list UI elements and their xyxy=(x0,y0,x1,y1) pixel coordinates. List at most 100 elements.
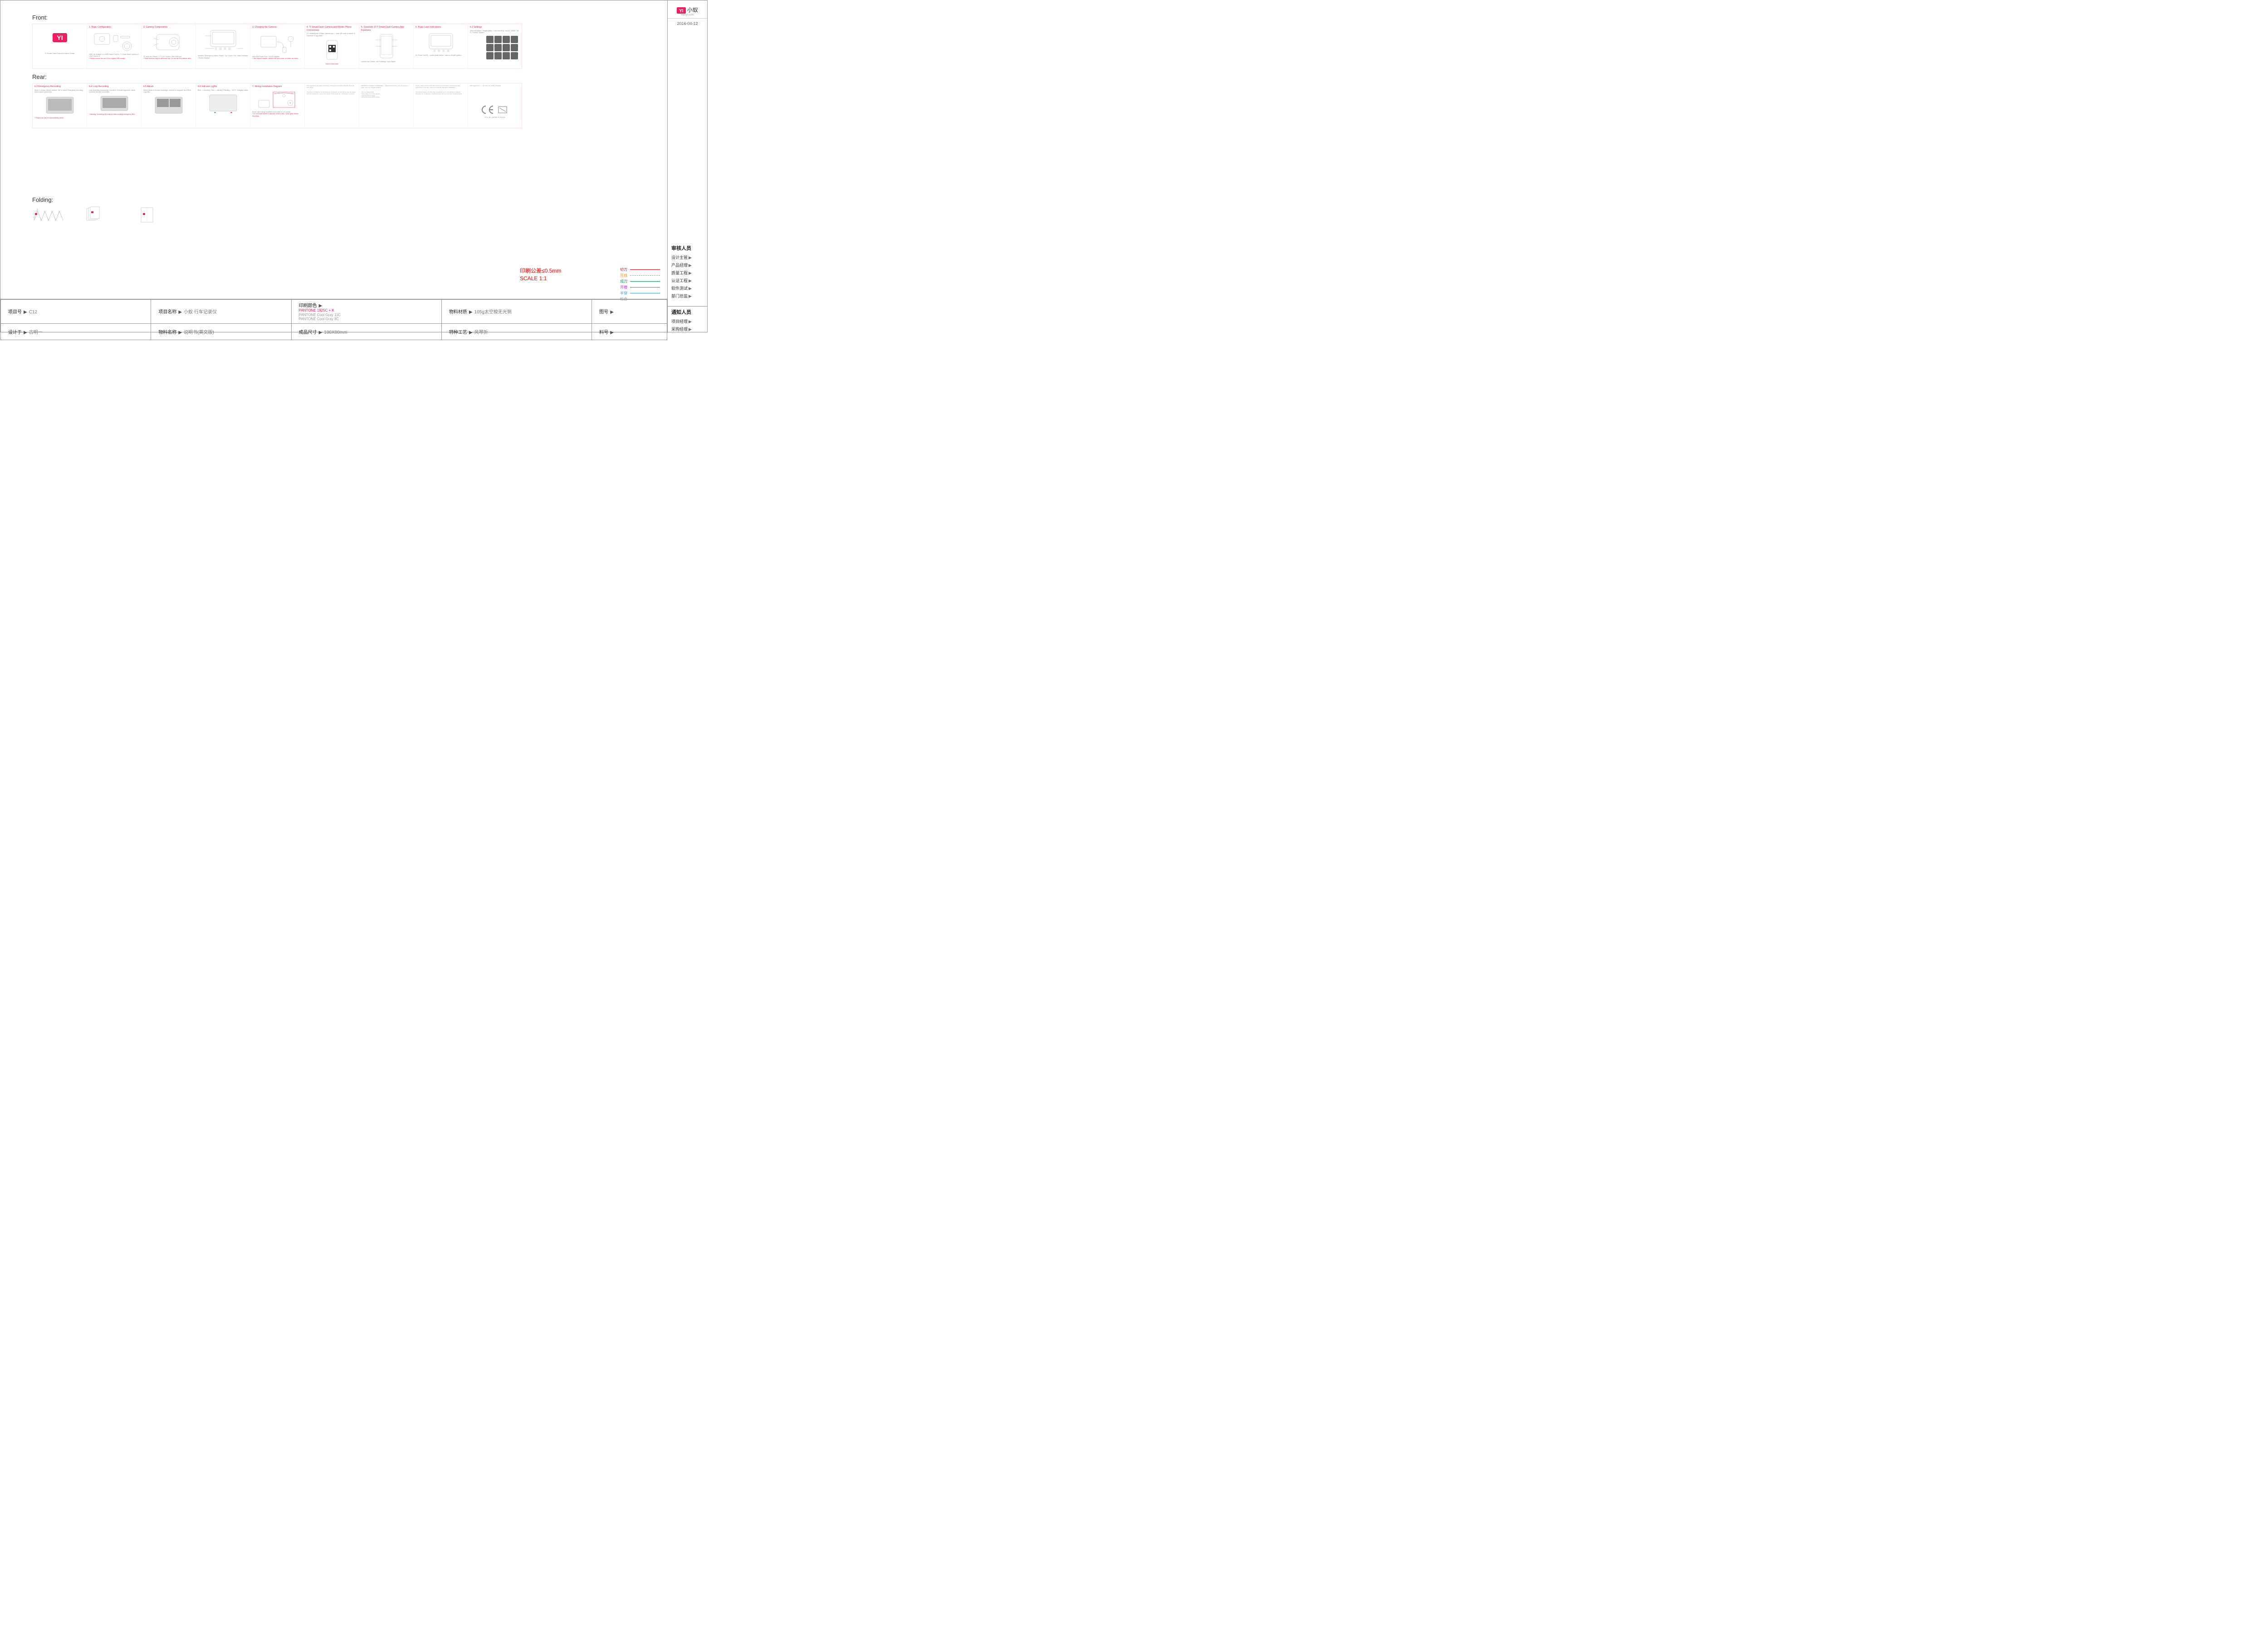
person-row: 采购经理▶ xyxy=(668,325,707,333)
legend-row: 压线 xyxy=(616,273,660,278)
person-name: 设计主管 xyxy=(671,255,688,260)
spec-cell-label: 物料材质 xyxy=(449,310,467,315)
spec-cell: 物料名称▶说明书(英文版) xyxy=(151,323,291,340)
front-panel-2: 2. Camera Components TF card slot / Rese… xyxy=(141,24,196,69)
rear-panel-2: 6.5 Album Select Album to browse recordi… xyxy=(141,83,196,128)
panel-title: 1. Basic Configuration xyxy=(89,26,139,29)
front-panel-1: 1. Basic Configuration USB Car Charger x… xyxy=(87,24,141,69)
front-panel-4: 3. Charging the Camera Mini-USB Power Po… xyxy=(250,24,304,69)
legend-row: 切刀 xyxy=(616,267,660,272)
person-row: 质量工程▶ xyxy=(668,269,707,277)
legend-line xyxy=(630,281,660,282)
arrow-icon: ▶ xyxy=(178,310,182,315)
legend-label: 成刀 xyxy=(616,279,627,284)
fold-stack-icon xyxy=(82,206,114,224)
tolerance-line1: 印刷公差≤0.5mm xyxy=(520,267,561,275)
front-panel-3: Speaker / Emergency button / Power / Up … xyxy=(196,24,250,69)
panel-body: FCC regulatory and safety statements. Th… xyxy=(307,85,357,89)
arrow-icon: ▶ xyxy=(319,330,323,335)
arrow-icon: ▶ xyxy=(689,286,692,291)
front-label: Front: xyxy=(32,14,667,21)
panel-title: 4. YI Smart Dash Camera and Mobile Phone… xyxy=(307,26,357,32)
spec-cell-label: 印刷颜色 xyxy=(299,303,317,308)
brand-logo: YI 小蚁 xiaoyi.com xyxy=(668,0,707,19)
spec-cell-label: 项目名称 xyxy=(158,310,176,315)
spec-cell-label: 特种工艺 xyxy=(449,330,467,335)
front-panel-8: 6.2 Settings Video resolution / Image qu… xyxy=(468,24,522,69)
rear-label: Rear: xyxy=(32,73,667,80)
tolerance-note: 印刷公差≤0.5mm SCALE 1:1 xyxy=(520,267,561,283)
spec-cell-label: 项目号 xyxy=(8,310,22,315)
spec-cell-label: 成品尺寸 xyxy=(299,330,317,335)
legend-row: 半穿 xyxy=(616,291,660,296)
panel-note: * Warning: formatting will erase all dat… xyxy=(89,113,139,116)
spec-cell-value: 古明一 xyxy=(29,330,43,335)
spec-cell: 特种工艺▶风琴折 xyxy=(441,323,591,340)
legend-label: 半穿 xyxy=(616,291,627,296)
panel-body: Hereby, Xiaoyi declares that this device… xyxy=(415,85,466,89)
arrow-icon: ▶ xyxy=(689,327,692,331)
panel-body: Select Album to browse recordings; conne… xyxy=(143,89,194,93)
panel-title: 2. Camera Components xyxy=(143,26,194,29)
panel-note: * Reset function only for abnormal use. … xyxy=(143,58,194,60)
arrow-icon: ▶ xyxy=(469,310,473,315)
spec-sheet: Front: YI YI Smart Dash Camera User's Gu… xyxy=(0,0,708,332)
legend-line xyxy=(630,269,660,270)
panel-body: Speaker / Emergency button / Power / Up … xyxy=(198,55,248,59)
person-name: 采购经理 xyxy=(671,327,688,331)
spec-table: 项目号▶C12项目名称▶小蚁 行车记录仪印刷颜色▶PANTONE 1925C +… xyxy=(0,299,667,332)
panel-body: WiFi Regulations — CE / FCC ID: 2AFIB-YC… xyxy=(470,85,520,87)
tolerance-line2: SCALE 1:1 xyxy=(520,275,561,283)
arrow-icon: ▶ xyxy=(24,310,27,315)
rear-panel-0: 6.3 Emergency Recording When G-sensor de… xyxy=(32,83,87,128)
person-name: 认证工程 xyxy=(671,278,688,283)
spec-cell: 料号▶ xyxy=(592,323,667,340)
panel-title: 6.2 Settings xyxy=(470,26,520,29)
legend-label: 开槽 xyxy=(616,285,627,290)
reviewers-title: 审核人员 xyxy=(668,243,707,253)
svg-text:YI: YI xyxy=(679,9,684,14)
arrow-icon: ▶ xyxy=(689,255,692,260)
spec-cell-value: 小蚁 行车记录仪 xyxy=(184,310,217,315)
cover-subtitle: YI Smart Dash Camera User's Guide xyxy=(34,52,85,54)
legend-row: 成刀 xyxy=(616,279,660,284)
reviewers-block: 审核人员 设计主管▶产品经理▶质量工程▶认证工程▶软件测试▶部门总监▶ xyxy=(668,243,707,300)
notify-block: 通知人员 项目经理▶采购经理▶ xyxy=(668,306,707,333)
brand-name: 小蚁 xyxy=(687,7,698,13)
spec-cell-value: 105g太空梭无光铜 xyxy=(474,310,512,315)
arrow-icon: ▶ xyxy=(689,294,692,298)
legend-line xyxy=(630,275,660,276)
panel-note: * Please ensure the use of the original … xyxy=(89,58,139,60)
panel-title: 6.6 Indicator Lights xyxy=(198,85,248,88)
panel-title: 3. Charging the Camera xyxy=(252,26,303,29)
brand-sub: xiaoyi.com xyxy=(668,14,707,16)
rear-panel-6: IMPORTANT SAFETY GUIDELINES — Read all i… xyxy=(359,83,413,128)
panel-title: 6.4 Loop Recording xyxy=(89,85,139,88)
panel-body: IMPORTANT SAFETY GUIDELINES — Read all i… xyxy=(361,85,411,89)
arrow-icon: ▶ xyxy=(178,330,182,335)
rear-panel-4: 7. Wiring Installation Diagram B Route c… xyxy=(250,83,304,128)
legend-label: 压线 xyxy=(616,273,627,278)
spec-cell: 设计于▶古明一 xyxy=(1,323,151,340)
panel-body: When G-sensor detects collision, file is… xyxy=(34,89,85,93)
person-name: 质量工程 xyxy=(671,271,688,275)
spec-cell-value: C12 xyxy=(29,310,37,315)
rear-panel-7: Hereby, Xiaoyi declares that this device… xyxy=(413,83,468,128)
spec-cell-value: 100X80mm xyxy=(324,330,347,335)
approval-sidebar: YI 小蚁 xiaoyi.com 2016-04-12 审核人员 设计主管▶产品… xyxy=(667,0,707,333)
svg-text:YI: YI xyxy=(57,34,63,41)
panel-title: 5. Overview of YI Smart Dash Camera App … xyxy=(361,26,411,32)
panel-body: Video resolution / Image quality / Loop … xyxy=(470,30,520,34)
folding-row xyxy=(32,206,667,224)
rear-panel-1: 6.4 Loop Recording Loop recording contin… xyxy=(87,83,141,128)
panel-note: * Photos can also be automatically saved… xyxy=(34,117,85,119)
arrow-icon: ▶ xyxy=(689,263,692,268)
spec-cell: 图号▶ xyxy=(592,300,667,324)
panel-body: 6.1 Power On/Off — press power button / … xyxy=(415,54,466,57)
arrow-icon: ▶ xyxy=(689,278,692,283)
spec-cell-label: 料号 xyxy=(599,330,608,335)
spec-cell-label: 物料名称 xyxy=(158,330,176,335)
notify-title: 通知人员 xyxy=(668,307,707,317)
spec-cell: 印刷颜色▶PANTONE 1925C + KPANTONE Cool Gray … xyxy=(291,300,441,324)
spec-cell-label: 图号 xyxy=(599,310,608,315)
